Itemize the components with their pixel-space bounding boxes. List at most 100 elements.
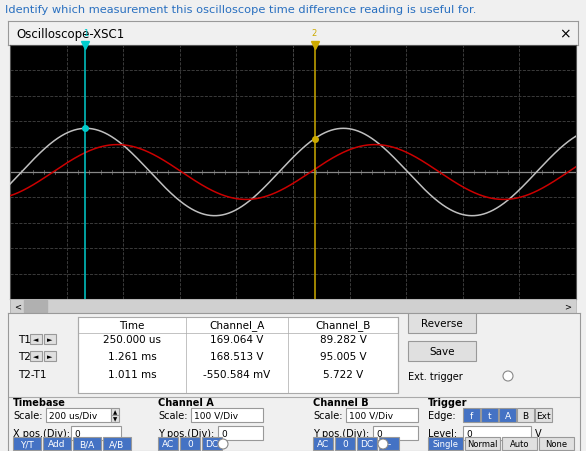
Text: 1: 1 [83,29,88,38]
FancyBboxPatch shape [103,437,131,450]
Text: Edge:: Edge: [428,410,456,420]
Text: 100 V/Div: 100 V/Div [194,410,238,419]
FancyBboxPatch shape [111,415,119,422]
Text: 0: 0 [74,428,80,437]
FancyBboxPatch shape [158,437,178,450]
Text: 250.000 us: 250.000 us [103,334,161,344]
Text: 100 V/Div: 100 V/Div [349,410,393,419]
FancyBboxPatch shape [111,408,119,415]
Text: Channel_A: Channel_A [209,320,265,331]
Text: ◄: ◄ [33,353,39,359]
Text: Trigger: Trigger [428,397,468,407]
Text: Add: Add [48,439,66,448]
Text: AC: AC [317,439,329,448]
Text: B/A: B/A [79,439,94,448]
Text: Channel_B: Channel_B [315,320,371,331]
Text: Reverse: Reverse [421,318,463,328]
Text: 5.722 V: 5.722 V [323,369,363,379]
Text: ►: ► [47,353,53,359]
Text: 1.011 ms: 1.011 ms [108,369,156,379]
Text: ►: ► [47,336,53,342]
Text: Single: Single [432,439,458,448]
Circle shape [378,439,388,449]
Text: Oscilloscope-XSC1: Oscilloscope-XSC1 [16,28,125,41]
Bar [78,318,398,393]
Text: ▲: ▲ [113,409,117,414]
FancyBboxPatch shape [379,437,399,450]
FancyBboxPatch shape [346,408,418,422]
Text: ◄: ◄ [33,336,39,342]
Text: B: B [523,410,529,419]
FancyBboxPatch shape [517,408,534,422]
Text: AC: AC [162,439,174,448]
FancyBboxPatch shape [191,408,263,422]
Text: Identify which measurement this oscilloscope time difference reading is useful f: Identify which measurement this oscillos… [5,5,476,15]
FancyBboxPatch shape [481,408,498,422]
FancyBboxPatch shape [30,334,42,344]
Text: f: f [470,410,473,419]
Text: T1: T1 [18,334,31,344]
FancyBboxPatch shape [465,437,500,450]
Text: None: None [546,439,568,448]
FancyBboxPatch shape [502,437,537,450]
FancyBboxPatch shape [180,437,200,450]
Text: 168.513 V: 168.513 V [210,351,264,361]
Text: Level:: Level: [428,428,457,438]
FancyBboxPatch shape [463,426,531,440]
Text: 200 us/Div: 200 us/Div [49,410,97,419]
FancyBboxPatch shape [408,313,476,333]
Circle shape [218,439,228,449]
FancyBboxPatch shape [408,341,476,361]
FancyBboxPatch shape [44,334,56,344]
Text: ▼: ▼ [113,416,117,421]
Text: t: t [488,410,491,419]
Text: -: - [387,439,391,448]
FancyBboxPatch shape [313,437,333,450]
Text: >: > [564,302,571,311]
FancyBboxPatch shape [218,426,263,440]
FancyBboxPatch shape [373,426,418,440]
Text: Normal: Normal [467,439,498,448]
Text: 2: 2 [312,29,317,38]
Text: A: A [505,410,510,419]
FancyBboxPatch shape [43,437,71,450]
Text: Scale:: Scale: [158,410,188,420]
FancyBboxPatch shape [499,408,516,422]
Text: DC: DC [360,439,373,448]
Text: Y/T: Y/T [20,439,34,448]
Text: Save: Save [430,346,455,356]
Text: ×: × [560,27,571,41]
Text: Channel B: Channel B [313,397,369,407]
Text: Auto: Auto [510,439,529,448]
FancyBboxPatch shape [44,351,56,361]
Text: 95.005 V: 95.005 V [320,351,366,361]
Text: Ext. trigger: Ext. trigger [408,371,463,381]
Text: 89.282 V: 89.282 V [319,334,366,344]
Text: T2: T2 [18,351,31,361]
Text: Ext: Ext [536,410,551,419]
Text: 0: 0 [376,428,381,437]
FancyBboxPatch shape [202,437,222,450]
FancyBboxPatch shape [463,408,480,422]
Text: A/B: A/B [110,439,125,448]
FancyBboxPatch shape [428,437,463,450]
Text: 0: 0 [187,439,193,448]
FancyBboxPatch shape [46,408,111,422]
Text: X pos.(Div):: X pos.(Div): [13,428,70,438]
Text: Scale:: Scale: [313,410,342,420]
FancyBboxPatch shape [357,437,377,450]
Text: <: < [15,302,22,311]
Text: Y pos.(Div):: Y pos.(Div): [313,428,369,438]
FancyBboxPatch shape [335,437,355,450]
Text: V: V [535,428,541,438]
Text: T2-T1: T2-T1 [18,369,46,379]
FancyBboxPatch shape [71,426,121,440]
FancyBboxPatch shape [539,437,574,450]
Text: 0: 0 [466,428,472,437]
Text: Channel A: Channel A [158,397,214,407]
Text: DC: DC [206,439,219,448]
Text: 0: 0 [342,439,348,448]
Text: Y pos.(Div):: Y pos.(Div): [158,428,214,438]
FancyBboxPatch shape [73,437,101,450]
Text: 169.064 V: 169.064 V [210,334,264,344]
